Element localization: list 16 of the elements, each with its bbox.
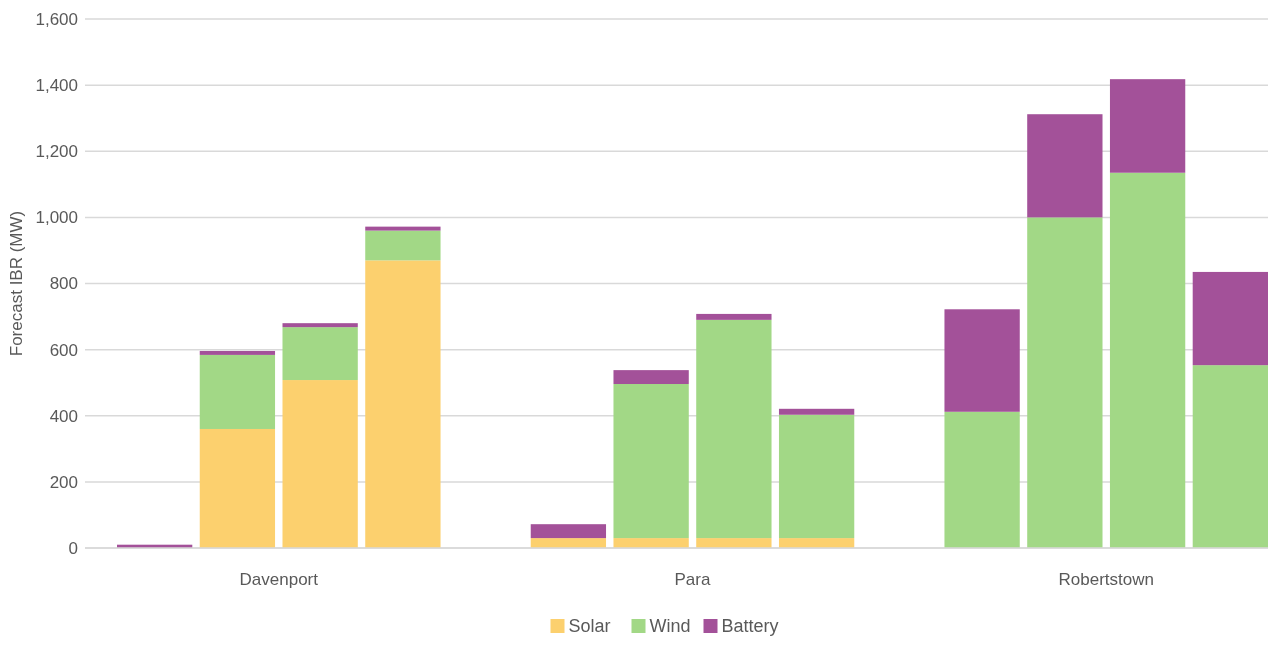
legend-label: Solar [568, 616, 611, 636]
y-tick-label: 400 [49, 406, 78, 426]
y-tick-label: 800 [49, 274, 78, 294]
y-tick-label: 1,400 [35, 76, 78, 96]
y-tick-label: 600 [49, 340, 78, 360]
text: Robertstown [1058, 570, 1154, 589]
y-tick-label: 1,600 [35, 9, 78, 29]
text: Davenport [239, 570, 319, 589]
y-axis-title: Forecast IBR (MW) [7, 210, 26, 357]
y-tick-label: 1,200 [35, 142, 78, 162]
y-tick-label: 200 [49, 472, 78, 492]
y-tick-label: 1,000 [35, 208, 78, 228]
legend-label: Battery [721, 616, 779, 636]
y-tick-label: 0 [68, 538, 78, 558]
text: Para [674, 570, 711, 589]
legend-label: Wind [649, 616, 691, 636]
